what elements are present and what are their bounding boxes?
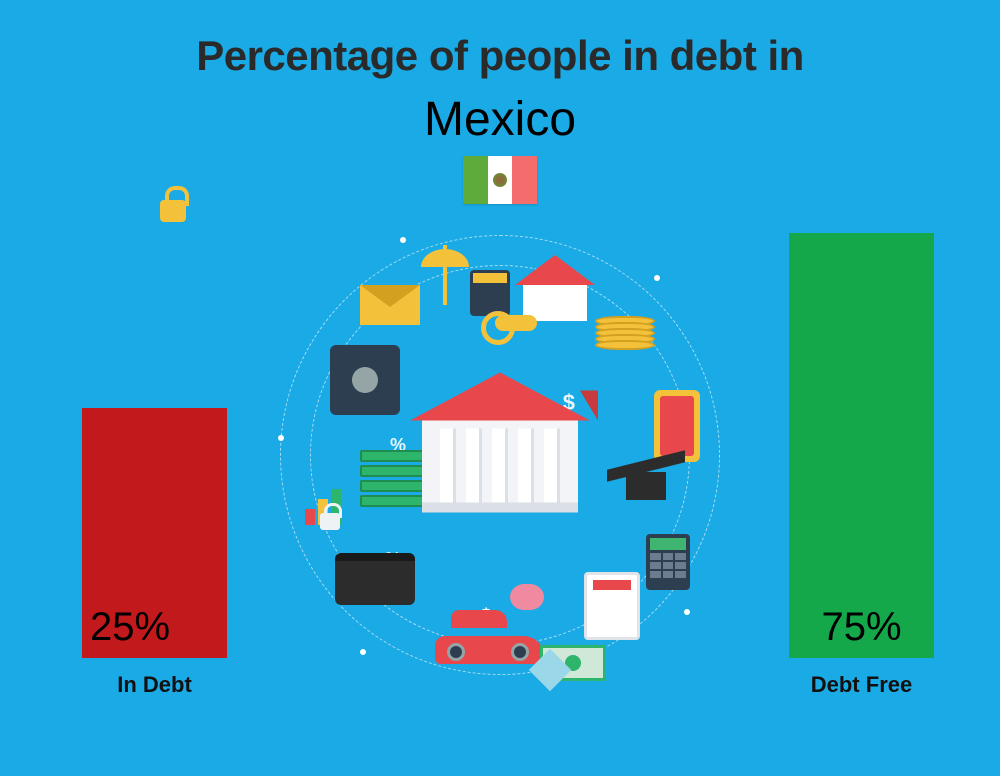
finance-illustration: % % $ $ xyxy=(280,235,720,675)
key-icon xyxy=(495,315,537,331)
bar-in-debt-label: In Debt xyxy=(82,672,227,698)
caduceus-icon xyxy=(435,245,455,305)
bar-in-debt: 25% In Debt xyxy=(82,408,227,698)
country-name: Mexico xyxy=(0,92,1000,147)
coin-stack-icon xyxy=(595,320,655,350)
piggy-bank-icon xyxy=(510,584,544,610)
bar-debt-free: 75% Debt Free xyxy=(789,233,934,698)
house-icon xyxy=(515,255,595,321)
car-icon xyxy=(435,610,545,655)
graduation-cap-icon xyxy=(607,460,685,504)
briefcase-icon xyxy=(335,553,415,605)
bar-in-debt-value: 25% xyxy=(82,599,227,658)
bar-debt-free-value: 75% xyxy=(789,599,934,658)
calculator-icon xyxy=(470,270,510,316)
bar-in-debt-rect: 25% xyxy=(82,408,227,658)
bar-debt-free-rect: 75% xyxy=(789,233,934,658)
bar-debt-free-label: Debt Free xyxy=(789,672,934,698)
envelope-icon xyxy=(360,285,420,325)
safe-icon xyxy=(330,345,400,415)
mexico-flag-icon xyxy=(463,156,537,204)
calculator-small-icon xyxy=(646,534,690,590)
page-title: Percentage of people in debt in xyxy=(0,32,1000,80)
padlock-open-icon xyxy=(320,513,340,530)
bank-building-icon xyxy=(410,373,590,523)
padlock-icon xyxy=(160,200,186,222)
clipboard-icon xyxy=(584,572,640,640)
